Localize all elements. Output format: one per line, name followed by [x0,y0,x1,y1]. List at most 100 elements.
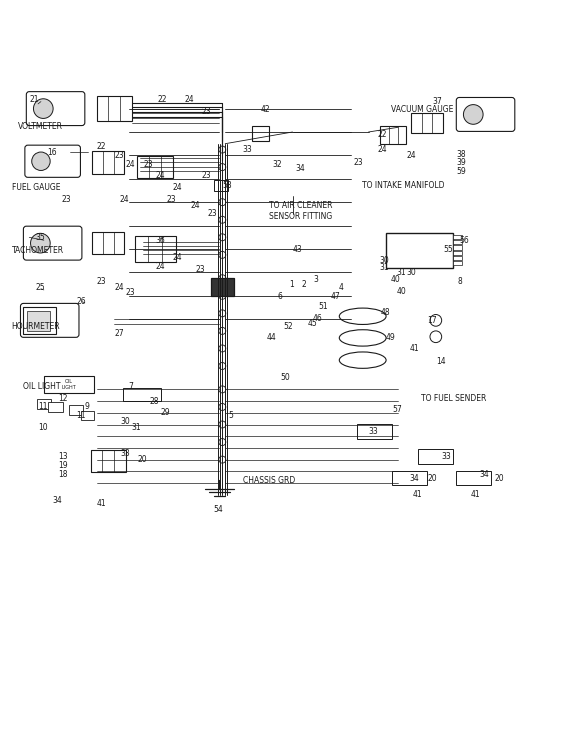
Text: 24: 24 [126,160,135,168]
Ellipse shape [339,329,386,346]
Bar [81,411,94,420]
Text: 17: 17 [427,316,436,325]
Ellipse shape [339,308,386,324]
Text: 29: 29 [161,408,170,417]
Circle shape [219,421,226,428]
Text: 23: 23 [167,195,176,203]
Text: 4: 4 [338,283,343,291]
Bar [411,113,443,133]
Bar [380,126,407,143]
Circle shape [219,438,226,446]
Bar [123,388,161,401]
Circle shape [32,152,50,171]
Bar [27,311,50,331]
Circle shape [219,146,226,153]
Text: 34: 34 [295,164,305,173]
Text: 22: 22 [158,95,167,105]
Text: 57: 57 [392,406,402,414]
Text: 19: 19 [58,461,68,470]
Text: 39: 39 [456,158,466,167]
Circle shape [219,274,226,282]
Circle shape [30,234,50,253]
Text: 7: 7 [129,382,133,391]
Text: 31: 31 [397,268,406,277]
Text: 44: 44 [266,333,276,343]
Circle shape [219,403,226,411]
FancyBboxPatch shape [26,92,85,126]
Text: 56: 56 [459,236,469,244]
Text: 23: 23 [143,160,153,168]
Text: 8: 8 [457,277,462,285]
Text: TACHOMETER: TACHOMETER [12,246,64,255]
Text: 24: 24 [173,183,182,192]
Circle shape [219,456,226,463]
Bar [453,240,462,244]
FancyBboxPatch shape [23,226,82,260]
Text: OIL LIGHT: OIL LIGHT [23,382,61,391]
Text: 23: 23 [202,107,211,116]
Text: 24: 24 [407,151,416,160]
Text: 33: 33 [120,449,130,458]
Bar [214,180,228,190]
Text: 59: 59 [456,168,466,176]
Bar [211,278,234,296]
Bar [357,424,392,438]
Circle shape [219,234,226,241]
Circle shape [219,216,226,223]
Text: 23: 23 [354,158,363,167]
Ellipse shape [339,352,386,368]
Text: 11: 11 [76,411,85,420]
Text: TO INTAKE MANIFOLD: TO INTAKE MANIFOLD [362,182,444,190]
Text: 30: 30 [120,417,130,426]
Text: 42: 42 [260,105,270,114]
Bar [137,156,173,178]
Text: HOURMETER: HOURMETER [12,322,60,332]
Text: 23: 23 [202,171,211,180]
Bar [91,450,126,472]
Text: TO AIR CLEANER
SENSOR FITTING: TO AIR CLEANER SENSOR FITTING [269,201,333,220]
Text: 51: 51 [319,302,328,311]
Circle shape [219,181,226,188]
Text: 48: 48 [380,307,390,317]
Text: 3: 3 [313,275,318,284]
Text: 18: 18 [58,470,68,479]
Text: 41: 41 [412,490,422,499]
Text: 40: 40 [397,287,407,296]
Text: 14: 14 [436,356,445,366]
Bar [453,245,462,250]
Text: 26: 26 [76,297,85,306]
Text: 49: 49 [386,333,396,343]
Text: 20: 20 [137,455,147,464]
Text: 37: 37 [433,97,443,106]
Text: 1: 1 [290,280,294,288]
Text: 50: 50 [281,373,291,382]
Text: 23: 23 [208,209,217,218]
Bar [92,232,124,254]
Bar [23,307,56,334]
Text: 9: 9 [85,403,90,411]
Bar [69,405,83,415]
Text: 5: 5 [228,411,233,420]
Text: 47: 47 [331,293,340,302]
Text: FUEL GAUGE: FUEL GAUGE [12,183,60,192]
Text: 12: 12 [58,394,68,403]
Text: 54: 54 [214,505,223,514]
Text: 52: 52 [284,322,293,331]
Text: 34: 34 [53,496,63,505]
Text: 23: 23 [126,288,135,297]
Text: 40: 40 [391,275,401,284]
Circle shape [219,327,226,335]
Text: VOLTMETER: VOLTMETER [18,122,63,130]
Text: 58: 58 [222,182,232,190]
Text: 24: 24 [120,195,129,203]
Text: 35: 35 [35,233,45,242]
Bar [48,402,63,412]
Circle shape [219,310,226,317]
Text: 24: 24 [190,201,199,209]
Circle shape [219,292,226,299]
Text: 55: 55 [443,244,453,253]
Circle shape [219,386,226,393]
Circle shape [219,251,226,258]
Text: 24: 24 [173,253,182,262]
Text: 13: 13 [58,452,68,461]
